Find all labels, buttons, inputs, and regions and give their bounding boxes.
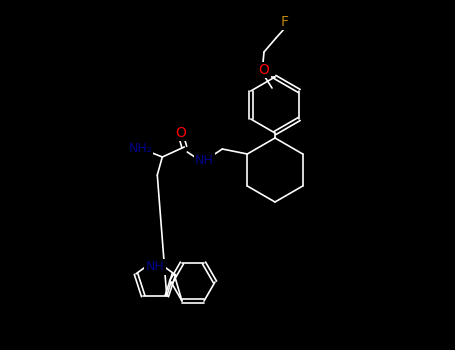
Text: NH: NH (146, 260, 164, 273)
Text: O: O (258, 63, 269, 77)
Text: O: O (175, 126, 186, 140)
Text: NH₂: NH₂ (128, 142, 152, 155)
Text: F: F (281, 15, 289, 29)
Text: NH: NH (195, 154, 214, 168)
